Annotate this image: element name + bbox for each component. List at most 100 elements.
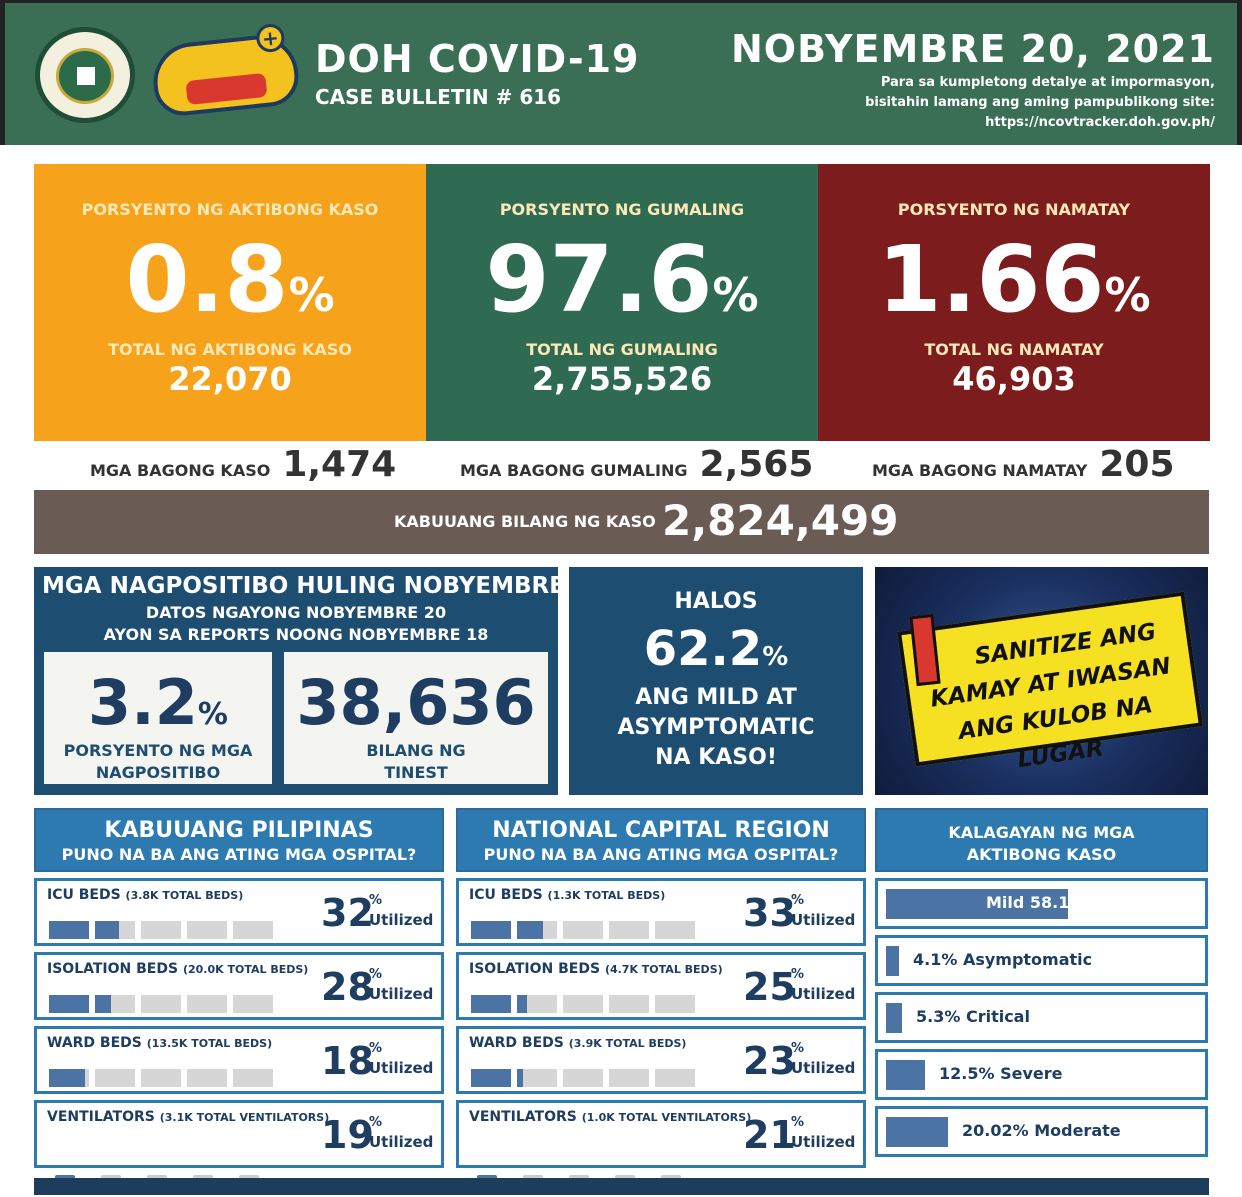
bulletin-title: DOH COVID-19 — [315, 37, 640, 81]
status-label: 12.5% Severe — [939, 1064, 1063, 1083]
utilization-pct: 28 — [321, 965, 374, 1009]
bed-icon — [187, 995, 227, 1013]
status-bar — [886, 1117, 948, 1147]
status-row: 5.3% Critical — [875, 992, 1208, 1043]
bed-icon — [233, 1069, 273, 1087]
status-bar — [886, 1060, 925, 1090]
active-cases-card: PORSYENTO NG AKTIBONG KASO 0.8% TOTAL NG… — [34, 164, 426, 441]
total-cases-value: 2,824,499 — [662, 496, 899, 545]
bed-icon — [49, 1069, 89, 1087]
status-bar — [886, 1003, 902, 1033]
footer-bar — [34, 1178, 1209, 1195]
active-pct: 0.8% — [125, 226, 335, 333]
status-bar — [886, 889, 1068, 919]
bed-icon — [517, 1069, 557, 1087]
status-row: 12.5% Severe — [875, 1049, 1208, 1100]
sanitize-promo-image: SANITIZE ANG KAMAY AT IWASAN ANG KULOB N… — [875, 567, 1208, 795]
status-label: 20.02% Moderate — [962, 1121, 1121, 1140]
active-case-status-panel: KALAGAYAN NG MGA AKTIBONG KASO Mild 58.1%… — [875, 808, 1208, 1157]
bulletin-date: NOBYEMBRE 20, 2021 — [730, 27, 1215, 71]
bed-icons — [471, 1065, 701, 1087]
positivity-panel: MGA NAGPOSITIBO HULING NOBYEMBRE 18 DATO… — [34, 567, 605, 795]
utilization-pct: 33 — [743, 891, 796, 935]
hospital-row: ISOLATION BEDS (4.7K TOTAL BEDS) 25% Utili… — [456, 952, 866, 1020]
bed-icons — [49, 991, 279, 1013]
bed-icon — [141, 921, 181, 939]
bed-icon — [609, 921, 649, 939]
deaths-card: PORSYENTO NG NAMATAY 1.66% TOTAL NG NAMA… — [818, 164, 1210, 441]
bed-icon — [141, 995, 181, 1013]
new-recovered: MGA BAGONG GUMALING 2,565 — [460, 444, 814, 485]
bed-icon — [95, 921, 135, 939]
utilization-pct: 32 — [321, 891, 374, 935]
hospital-row: VENTILATORS (1.0K TOTAL VENTILATORS) 21% U… — [456, 1100, 866, 1195]
total-cases-bar: KABUUANG BILANG NG KASO 2,824,499 — [34, 490, 1209, 554]
bed-icon — [95, 995, 135, 1013]
bed-icon — [95, 1069, 135, 1087]
status-bar — [886, 946, 899, 976]
site-url[interactable]: https://ncovtracker.doh.gov.ph/ — [985, 115, 1215, 130]
tested-count-box: 38,636 BILANG NG TINEST — [284, 652, 548, 784]
hospital-row: ICU BEDS (3.8K TOTAL BEDS) 32% Utilized — [34, 878, 444, 946]
recovered-total: 2,755,526 — [531, 360, 713, 398]
bed-icon — [655, 921, 695, 939]
new-cases: MGA BAGONG KASO 1,474 — [90, 444, 397, 485]
hospital-row: ICU BEDS (1.3K TOTAL BEDS) 33% Utilized — [456, 878, 866, 946]
bed-icon — [655, 995, 695, 1013]
philippines-hospital-panel: KABUUANG PILIPINAS PUNO NA BA ANG ATING M… — [34, 808, 444, 1195]
bed-icons — [471, 917, 701, 939]
bed-icons — [49, 1065, 279, 1087]
bed-icon — [49, 921, 89, 939]
bed-icon — [233, 995, 273, 1013]
ncr-hospital-panel: NATIONAL CAPITAL REGION PUNO NA BA ANG AT… — [456, 808, 866, 1195]
recovered-pct: 97.6% — [485, 226, 759, 333]
positivity-rate-box: 3.2% PORSYENTO NG MGA NAGPOSITIBO — [44, 652, 272, 784]
bed-icon — [609, 995, 649, 1013]
bed-icon — [141, 1069, 181, 1087]
bed-icons — [49, 917, 279, 939]
utilization-pct: 21 — [743, 1113, 796, 1157]
recovered-card: PORSYENTO NG GUMALING 97.6% TOTAL NG GUM… — [426, 164, 818, 441]
site-note: Para sa kumpletong detalye at impormasyo… — [815, 73, 1215, 133]
hospital-row: WARD BEDS (3.9K TOTAL BEDS) 23% Utilized — [456, 1026, 866, 1094]
bed-icon — [563, 1069, 603, 1087]
doh-seal-logo — [35, 27, 135, 123]
hospital-row: WARD BEDS (13.5K TOTAL BEDS) 18% Utilized — [34, 1026, 444, 1094]
hospital-row: ISOLATION BEDS (20.0K TOTAL BEDS) 28% Util… — [34, 952, 444, 1020]
bed-icons — [471, 991, 701, 1013]
bed-icon — [187, 1069, 227, 1087]
deaths-pct: 1.66% — [877, 226, 1151, 333]
new-deaths: MGA BAGONG NAMATAY 205 — [872, 444, 1175, 485]
header-banner: + DOH COVID-19 CASE BULLETIN # 616 NOBYE… — [0, 0, 1242, 145]
status-label: 4.1% Asymptomatic — [913, 950, 1093, 969]
bed-icon — [563, 995, 603, 1013]
bed-icon — [563, 921, 603, 939]
ventilator-icons — [49, 1139, 279, 1195]
bida-solusyon-logo: + — [149, 22, 302, 119]
utilization-pct: 23 — [743, 1039, 796, 1083]
status-label: Mild 58.1% — [986, 893, 1086, 912]
bed-icon — [517, 995, 557, 1013]
bed-icon — [471, 995, 511, 1013]
mild-asymptomatic-panel: HALOS 62.2% ANG MILD AT ASYMPTOMATIC NA KA… — [569, 567, 863, 795]
active-total: 22,070 — [168, 360, 292, 398]
status-label: 5.3% Critical — [916, 1007, 1030, 1026]
bed-icon — [655, 1069, 695, 1087]
utilization-pct: 18 — [321, 1039, 374, 1083]
bed-icon — [471, 921, 511, 939]
deaths-total: 46,903 — [952, 360, 1076, 398]
bed-icon — [233, 921, 273, 939]
bed-icon — [517, 921, 557, 939]
bed-icon — [187, 921, 227, 939]
utilization-pct: 19 — [321, 1113, 374, 1157]
bed-icon — [609, 1069, 649, 1087]
ventilator-icons — [471, 1139, 701, 1195]
status-row: 4.1% Asymptomatic — [875, 935, 1208, 986]
bulletin-number: CASE BULLETIN # 616 — [315, 85, 562, 109]
status-row: 20.02% Moderate — [875, 1106, 1208, 1157]
utilization-pct: 25 — [743, 965, 796, 1009]
status-row: Mild 58.1% — [875, 878, 1208, 929]
hospital-row: VENTILATORS (3.1K TOTAL VENTILATORS) 19% U… — [34, 1100, 444, 1195]
bed-icon — [471, 1069, 511, 1087]
bed-icon — [49, 995, 89, 1013]
